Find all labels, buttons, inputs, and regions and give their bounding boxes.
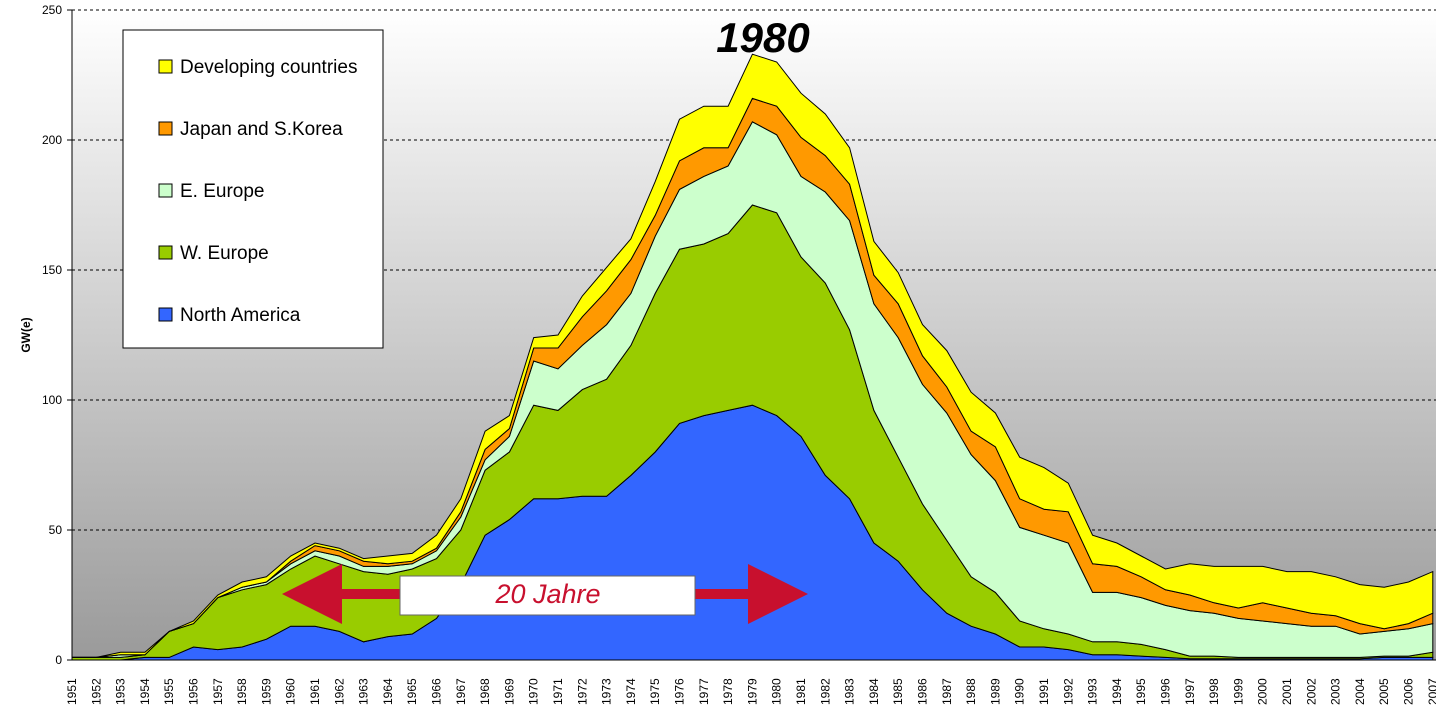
legend-swatch (158, 245, 173, 260)
x-tick-label: 2004 (1353, 678, 1367, 705)
legend-label: Japan and S.Korea (180, 119, 343, 140)
legend-label: E. Europe (180, 181, 265, 202)
x-tick-label: 1962 (332, 678, 346, 705)
x-tick-label: 1967 (454, 678, 468, 705)
x-tick-label: 1972 (575, 678, 589, 705)
x-tick-label: 1960 (284, 678, 298, 705)
x-tick-label: 1966 (430, 678, 444, 705)
annotation-year: 1980 (716, 14, 809, 61)
x-tick-label: 1986 (916, 678, 930, 705)
x-tick-label: 1976 (673, 678, 687, 705)
y-axis-label: GW(e) (19, 317, 33, 352)
x-tick-label: 1994 (1110, 678, 1124, 705)
x-tick-label: 2007 (1426, 678, 1436, 705)
x-tick-label: 1953 (114, 678, 128, 705)
y-tick-label: 200 (42, 133, 62, 147)
area (72, 53, 1434, 658)
x-tick-label: 1968 (478, 678, 492, 705)
x-tick-label: 1981 (794, 678, 808, 705)
x-tick-label: 1956 (187, 678, 201, 705)
x-tick-label: 1979 (745, 678, 759, 705)
x-tick-label: 1998 (1207, 678, 1221, 705)
x-tick-label: 1990 (1013, 678, 1027, 705)
annotation-text: 20 Jahre (494, 579, 600, 609)
legend-label: Developing countries (180, 57, 357, 78)
x-tick-label: 1970 (527, 678, 541, 705)
x-tick-label: 1975 (648, 678, 662, 705)
x-tick-label: 2005 (1377, 678, 1391, 705)
legend-label: North America (180, 305, 301, 326)
x-tick-label: 1982 (818, 678, 832, 705)
y-tick-label: 100 (42, 393, 62, 407)
x-tick-label: 1991 (1037, 678, 1051, 705)
x-tick-label: 2003 (1329, 678, 1343, 705)
legend-swatch (158, 59, 173, 74)
x-tick-label: 1959 (259, 678, 273, 705)
x-tick-label: 1997 (1183, 678, 1197, 705)
x-tick-label: 1969 (502, 678, 516, 705)
annotation-box (399, 575, 696, 616)
x-tick-label: 2000 (1256, 678, 1270, 705)
y-tick-label: 150 (42, 263, 62, 277)
legend-label: W. Europe (180, 243, 269, 264)
x-tick-label: 1987 (940, 678, 954, 705)
x-tick-label: 1951 (65, 678, 79, 705)
x-tick-label: 1958 (235, 678, 249, 705)
x-tick-label: 1952 (89, 678, 103, 705)
legend-entries: North America W. Europe E. Europe Japan and… (158, 57, 357, 326)
x-tick-label: 1992 (1061, 678, 1075, 705)
x-tick-label: 2006 (1402, 678, 1416, 705)
x-tick-label: 1974 (624, 678, 638, 705)
x-tick-label: 1988 (964, 678, 978, 705)
x-tick-label: 1977 (697, 678, 711, 705)
y-tick-label: 250 (42, 3, 62, 17)
legend-swatch (158, 307, 173, 322)
y-tick-label: 50 (49, 523, 63, 537)
x-tick-label: 1957 (211, 678, 225, 705)
x-tick-label: 1961 (308, 678, 322, 705)
x-tick-label: 1971 (551, 678, 565, 705)
x-tick-label: 2002 (1304, 678, 1318, 705)
x-tick-label: 1993 (1086, 678, 1100, 705)
x-tick-label: 1954 (138, 678, 152, 705)
x-tick-label: 1983 (843, 678, 857, 705)
x-tick-label: 1999 (1231, 678, 1245, 705)
x-tick-label: 1964 (381, 678, 395, 705)
x-tick-label: 1965 (405, 678, 419, 705)
x-tick-label: 1995 (1134, 678, 1148, 705)
x-tick-label: 1996 (1159, 678, 1173, 705)
legend-swatch (158, 183, 173, 198)
x-tick-label: 1973 (600, 678, 614, 705)
y-tick-label: 0 (55, 653, 62, 667)
x-tick-label: 2001 (1280, 678, 1294, 705)
x-tick-label: 1955 (162, 678, 176, 705)
areas (71, 53, 1434, 661)
x-tick-label: 1984 (867, 678, 881, 705)
x-tick-label: 1963 (357, 678, 371, 705)
x-tick-label: 1978 (721, 678, 735, 705)
x-tick-label: 1980 (770, 678, 784, 705)
legend-swatch (158, 121, 173, 136)
x-tick-label: 1985 (891, 678, 905, 705)
x-tick-label: 1989 (988, 678, 1002, 705)
